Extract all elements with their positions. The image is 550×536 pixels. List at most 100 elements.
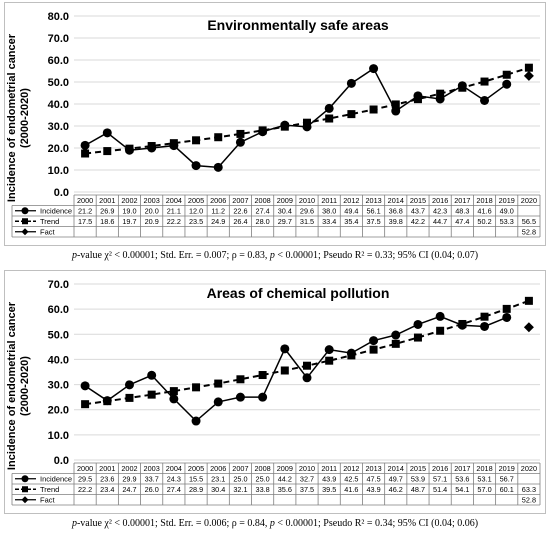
x-tick-label: 2000: [77, 196, 93, 205]
data-label: 46.2: [389, 485, 403, 494]
data-label: 20.9: [145, 217, 159, 226]
incidence-point: [480, 321, 490, 331]
data-label: 32.7: [300, 475, 314, 484]
data-label: 29.7: [278, 217, 292, 226]
legend-label: Fact: [40, 228, 56, 237]
data-label: 60.1: [500, 485, 514, 494]
x-tick-label: 2006: [210, 464, 226, 473]
x-tick-label: 2007: [232, 196, 248, 205]
data-label: 39.5: [322, 485, 336, 494]
y-axis-title-line2: (2000-2020): [19, 356, 31, 416]
trend-point: [192, 136, 201, 145]
data-label: 15.5: [189, 475, 203, 484]
incidence-point: [102, 128, 112, 138]
y-tick-label: 10.0: [48, 430, 69, 442]
data-label: 53.9: [411, 475, 425, 484]
trend-point: [147, 390, 156, 399]
incidence-point: [80, 381, 90, 391]
data-label: 44.7: [433, 217, 447, 226]
data-label: 25.0: [233, 475, 247, 484]
data-label: 33.8: [256, 485, 270, 494]
incidence-point: [391, 106, 401, 116]
x-tick-label: 2011: [321, 196, 337, 205]
y-tick-label: 20.0: [48, 405, 69, 417]
x-tick-label: 2015: [410, 196, 426, 205]
data-label: 19.0: [122, 207, 136, 216]
data-label: 33.4: [322, 217, 336, 226]
series-line-incidence: [84, 67, 508, 169]
trend-point: [325, 114, 334, 123]
trend-point: [369, 105, 378, 114]
incidence-point: [502, 312, 512, 322]
y-tick-label: 30.0: [48, 380, 69, 392]
y-tick-label: 60.0: [48, 304, 69, 316]
trend-point: [524, 296, 533, 305]
trend-point: [502, 304, 511, 313]
incidence-point: [147, 370, 157, 380]
y-tick-label: 80.0: [48, 11, 69, 23]
y-tick-label: 50.0: [48, 329, 69, 341]
data-label: 27.4: [167, 485, 181, 494]
x-tick-label: 2010: [299, 464, 315, 473]
y-tick-label: 40.0: [48, 354, 69, 366]
data-label: 23.5: [189, 217, 203, 226]
chart-frame: [4, 270, 546, 514]
trend-point: [192, 383, 201, 392]
y-tick-label: 70.0: [48, 33, 69, 45]
trend-point: [280, 122, 289, 131]
data-label: 21.1: [167, 207, 181, 216]
y-axis-title-line2: (2000-2020): [19, 88, 31, 148]
data-label: 23.4: [100, 485, 114, 494]
legend-label: Trend: [40, 485, 59, 494]
legend-label: Incidence: [40, 207, 72, 216]
incidence-point: [369, 64, 379, 74]
data-label: 37.5: [300, 485, 314, 494]
incidence-point: [324, 345, 334, 355]
x-tick-label: 2020: [521, 464, 537, 473]
incidence-point: [80, 140, 90, 150]
data-label: 29.5: [78, 475, 92, 484]
data-label: 22.2: [78, 485, 92, 494]
x-tick-label: 2011: [321, 464, 337, 473]
x-tick-label: 2019: [499, 196, 515, 205]
incidence-point: [213, 162, 223, 172]
series-line-trend: [84, 66, 530, 155]
y-axis-title-line1: Incidence of endometrial cancer: [6, 301, 18, 470]
incidence-point: [124, 380, 134, 390]
chart-panel-safe-areas: 0.0 10.0 20.0 30.0 40.0 50.0 60.0 70.0 80.0 Incid…: [4, 2, 546, 261]
data-label: 24.9: [211, 217, 225, 226]
x-tick-label: 2001: [99, 196, 115, 205]
chart-title: Environmentally safe areas: [207, 17, 389, 33]
caption-stats-part1: -value χ² < 0.00001; Std. Err. = 0.007; …: [76, 250, 270, 261]
data-label: 42.3: [433, 207, 447, 216]
x-tick-label: 2018: [476, 196, 492, 205]
data-label: 53.3: [500, 217, 514, 226]
y-tick-label: 10.0: [48, 165, 69, 177]
fact-point: [523, 70, 534, 81]
data-label: 43.9: [322, 475, 336, 484]
x-tick-label: 2003: [144, 464, 160, 473]
legend-label: Fact: [40, 496, 56, 505]
data-label: 20.0: [145, 207, 159, 216]
x-tick-label: 2005: [188, 464, 204, 473]
x-tick-label: 2008: [255, 464, 271, 473]
incidence-point: [191, 416, 201, 426]
incidence-point: [213, 397, 223, 407]
incidence-point: [302, 373, 312, 383]
incidence-point: [169, 394, 179, 404]
y-tick-label: 70.0: [48, 279, 69, 291]
data-label: 52.8: [522, 228, 536, 237]
trend-point: [480, 312, 489, 321]
x-tick-label: 2006: [210, 196, 226, 205]
data-label: 53.1: [477, 475, 491, 484]
caption-p2-italic: p: [269, 250, 275, 261]
trend-point: [81, 149, 90, 158]
trend-point: [347, 351, 356, 360]
caption-stats-part1: -value χ² < 0.00001; Std. Err. = 0.006; …: [76, 518, 270, 529]
trend-point: [413, 95, 422, 104]
incidence-point: [502, 79, 512, 89]
trend-point: [236, 129, 245, 138]
x-tick-label: 2012: [343, 196, 359, 205]
trend-point: [391, 339, 400, 348]
x-tick-label: 2007: [232, 464, 248, 473]
